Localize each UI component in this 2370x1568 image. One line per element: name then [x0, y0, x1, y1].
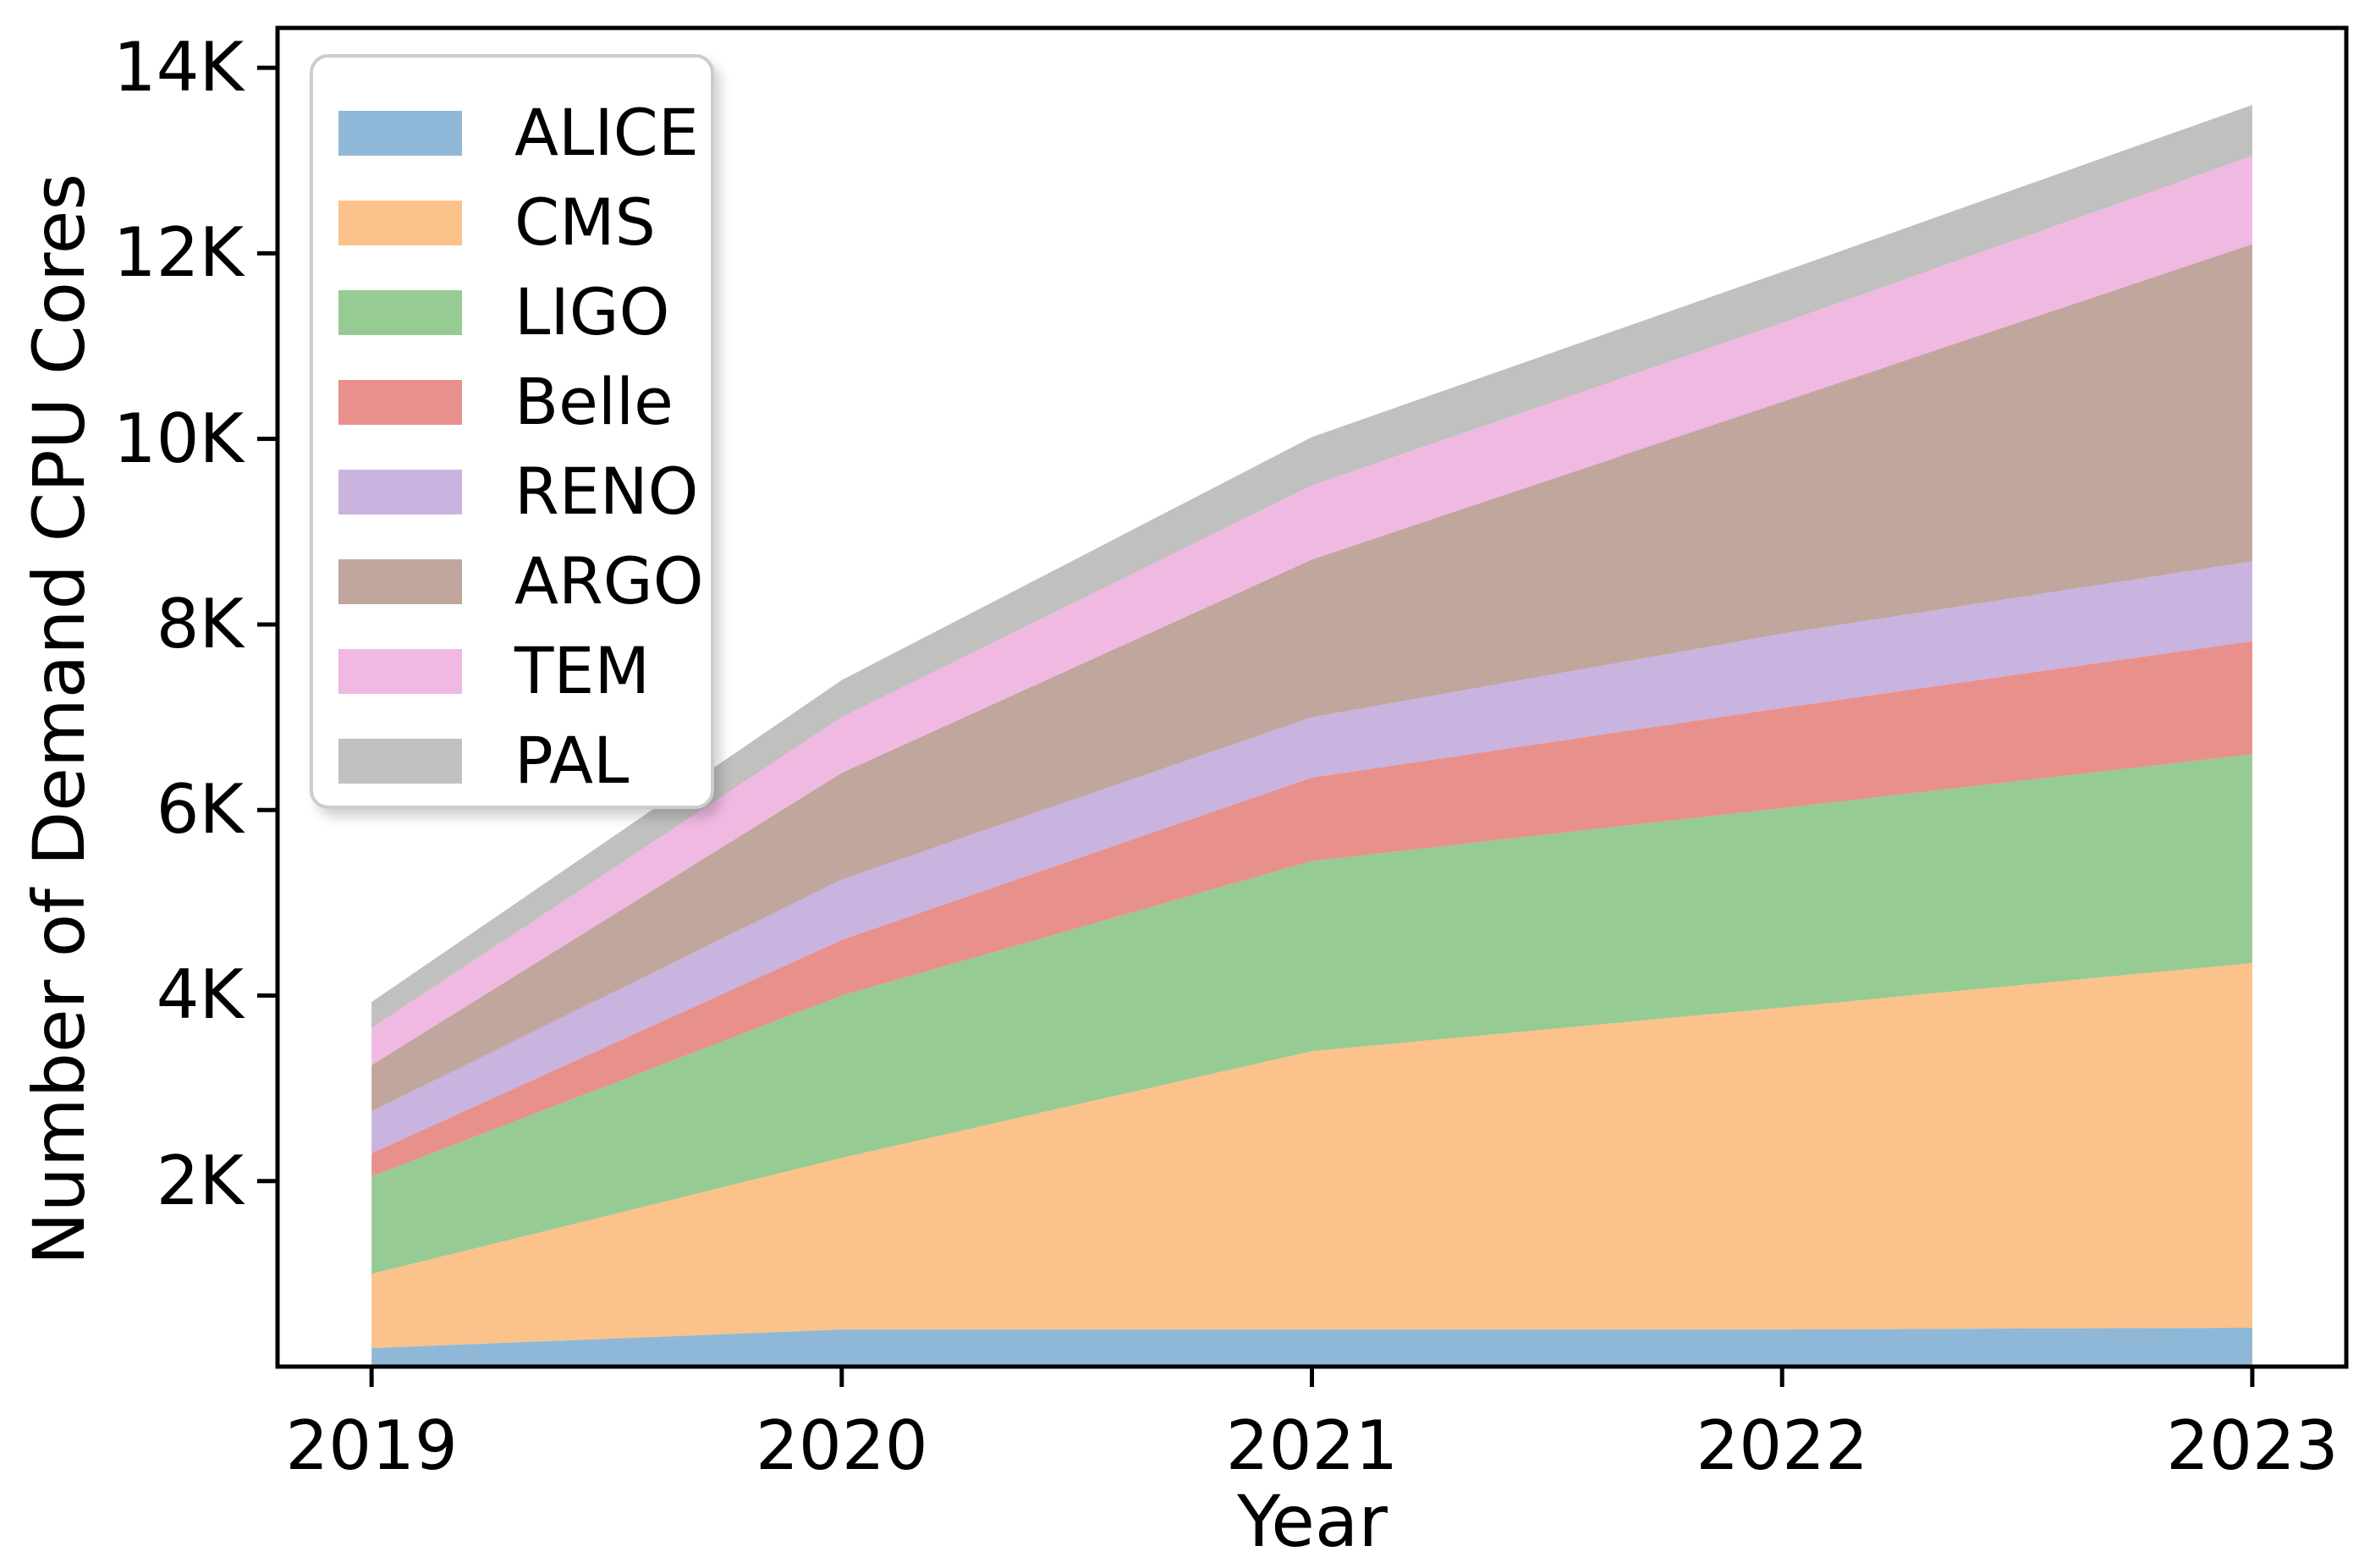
legend-label: CMS: [514, 184, 656, 260]
legend: ALICE CMS LIGO Belle RENO ARGO TEM PAL: [310, 54, 714, 809]
legend-swatch-ALICE: [338, 110, 462, 156]
y-tick-label: 12K: [113, 213, 244, 293]
legend-label: PAL: [514, 723, 630, 798]
legend-item-CMS: CMS: [313, 178, 711, 267]
legend-item-ALICE: ALICE: [313, 88, 711, 178]
area-CMS: [371, 963, 2252, 1349]
legend-item-RENO: RENO: [313, 447, 711, 536]
legend-label: TEM: [514, 633, 651, 708]
legend-label: ARGO: [514, 543, 704, 619]
y-tick-label: 14K: [113, 28, 244, 107]
area-TEM: [371, 156, 2252, 1065]
legend-label: ALICE: [514, 95, 699, 170]
y-tick-label: 6K: [156, 770, 244, 850]
legend-swatch-Belle: [338, 379, 462, 425]
area-ALICE: [371, 1327, 2252, 1367]
x-axis-title: Year: [1237, 1480, 1388, 1563]
legend-item-Belle: Belle: [313, 357, 711, 447]
legend-item-ARGO: ARGO: [313, 536, 711, 626]
legend-swatch-RENO: [338, 469, 462, 514]
x-tick-label: 2019: [285, 1406, 458, 1485]
legend-swatch-ARGO: [338, 558, 462, 604]
legend-item-PAL: PAL: [313, 716, 711, 806]
area-LIGO: [371, 754, 2252, 1274]
y-tick-label: 4K: [156, 955, 244, 1035]
y-tick-label: 8K: [156, 584, 244, 663]
legend-swatch-PAL: [338, 738, 462, 784]
x-tick-label: 2021: [1225, 1406, 1399, 1485]
legend-item-LIGO: LIGO: [313, 267, 711, 357]
y-tick-label: 2K: [156, 1141, 244, 1220]
x-tick-label: 2020: [756, 1406, 928, 1485]
legend-label: RENO: [514, 454, 699, 529]
legend-swatch-CMS: [338, 200, 462, 245]
legend-label: LIGO: [514, 274, 670, 349]
legend-item-TEM: TEM: [313, 626, 711, 716]
x-tick-label: 2022: [1696, 1406, 1868, 1485]
area-PAL: [371, 104, 2252, 1028]
area-Belle: [371, 641, 2252, 1177]
legend-label: Belle: [514, 364, 674, 439]
area-RENO: [371, 561, 2252, 1153]
y-axis-title: Number of Demand CPU Cores: [18, 173, 101, 1266]
area-ARGO: [371, 244, 2252, 1112]
x-tick-label: 2023: [2166, 1406, 2339, 1485]
y-tick-label: 10K: [113, 399, 244, 478]
legend-swatch-LIGO: [338, 289, 462, 335]
legend-swatch-TEM: [338, 648, 462, 694]
